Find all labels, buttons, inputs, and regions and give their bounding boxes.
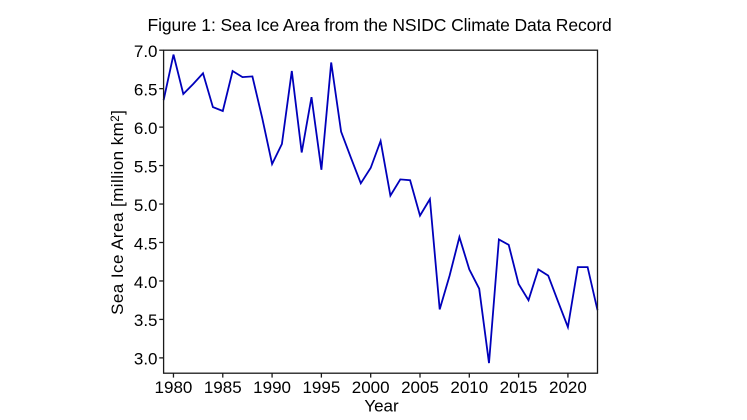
svg-text:7.0: 7.0: [134, 42, 158, 61]
svg-text:5.0: 5.0: [134, 196, 158, 215]
svg-text:3.0: 3.0: [134, 350, 158, 369]
svg-text:1980: 1980: [155, 378, 193, 397]
svg-text:6.5: 6.5: [134, 80, 158, 99]
svg-text:Figure 1: Sea Ice Area from th: Figure 1: Sea Ice Area from the NSIDC Cl…: [148, 15, 612, 35]
svg-text:1995: 1995: [302, 378, 340, 397]
svg-text:4.0: 4.0: [134, 273, 158, 292]
svg-text:5.5: 5.5: [134, 157, 158, 176]
svg-text:2015: 2015: [500, 378, 538, 397]
svg-text:1985: 1985: [204, 378, 242, 397]
svg-text:2005: 2005: [401, 378, 439, 397]
svg-text:2000: 2000: [352, 378, 390, 397]
svg-text:2010: 2010: [450, 378, 488, 397]
svg-text:Sea Ice Area [million km2]: Sea Ice Area [million km2]: [108, 110, 127, 315]
svg-text:Year: Year: [364, 397, 399, 416]
svg-text:2020: 2020: [549, 378, 587, 397]
svg-text:3.5: 3.5: [134, 311, 158, 330]
svg-text:6.0: 6.0: [134, 119, 158, 138]
svg-text:1990: 1990: [253, 378, 291, 397]
svg-text:4.5: 4.5: [134, 234, 158, 253]
